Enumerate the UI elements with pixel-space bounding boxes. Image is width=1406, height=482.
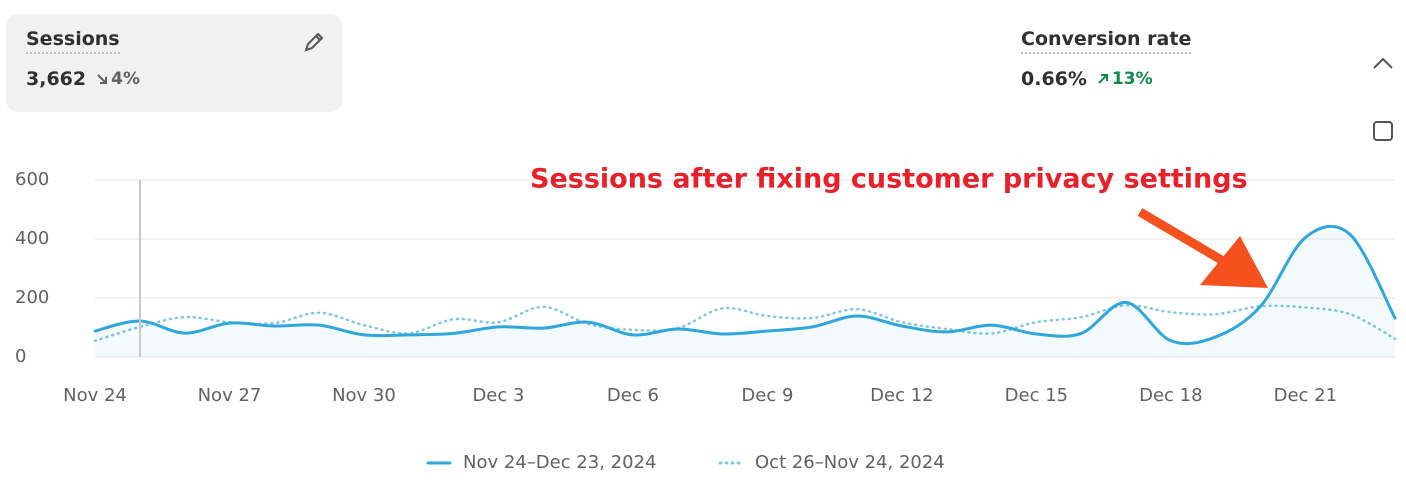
down-arrow [97,74,108,84]
x-tick-label: Dec 18 [1139,385,1202,406]
x-tick-label: Nov 30 [332,385,396,406]
card-value: 0.66% [1021,68,1087,90]
card-title: Sessions [26,28,120,54]
series-line [93,304,1397,343]
card-change: 13% [1111,69,1153,89]
x-tick-label: Dec 6 [607,385,659,406]
collapse-icon[interactable] [1373,57,1393,69]
conversion-card[interactable]: Conversion rate 0.66% 13% [1021,28,1192,90]
up-arrow [1098,74,1108,84]
series-line [93,224,1397,346]
x-tick-label: Nov 24 [63,385,127,406]
annotation-arrowhead [1200,236,1268,288]
edit-icon[interactable] [302,30,326,54]
y-tick-label: 600 [15,169,49,190]
x-tick-label: Dec 3 [472,385,524,406]
y-tick-label: 0 [15,346,26,367]
card-value: 3,662 [26,68,87,90]
x-tick-label: Nov 27 [198,385,262,406]
series-area [95,226,1395,357]
y-tick-label: 200 [15,287,49,308]
sessions-card[interactable]: Sessions 3,662 4% [6,14,342,112]
card-title: Conversion rate [1021,28,1192,54]
x-tick-label: Dec 12 [870,385,933,406]
plot: 0 200 400 600 Nov 24 Nov 27 Nov 30 Dec 3 Dec 6 De… [15,169,1397,473]
inspect-icon[interactable] [1373,121,1393,141]
x-tick-label: Dec 21 [1274,385,1337,406]
x-tick-label: Dec 9 [741,385,793,406]
card-change: 4% [111,69,140,89]
legend-label: Nov 24–Dec 23, 2024 [463,452,656,473]
y-tick-label: 400 [15,228,49,249]
annotation-arrow [1137,208,1238,272]
x-tick-label: Dec 15 [1005,385,1068,406]
annotation: Sessions after fixing customer privacy s… [530,164,1248,195]
legend-label: Oct 26–Nov 24, 2024 [755,452,945,473]
